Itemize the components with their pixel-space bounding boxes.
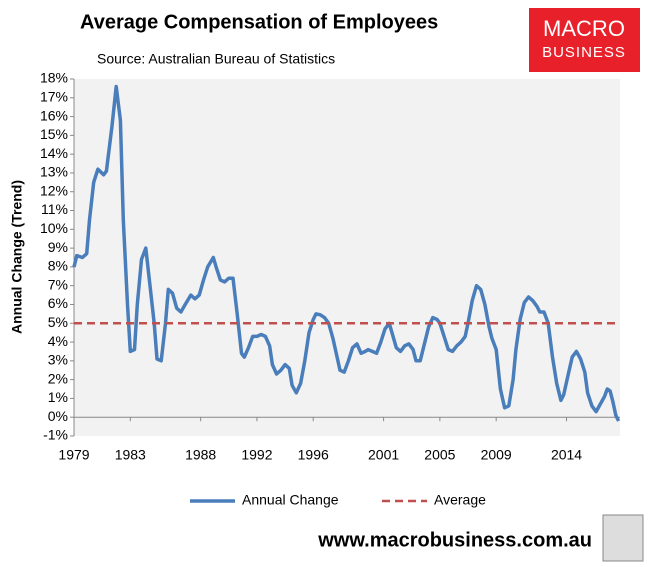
y-tick-label: 1% <box>48 389 68 405</box>
wolf-icon <box>602 514 644 562</box>
logo-box <box>529 8 640 72</box>
y-tick-label: 0% <box>48 408 68 424</box>
y-tick-label: 16% <box>40 107 68 123</box>
footer: www.macrobusiness.com.au <box>317 529 592 551</box>
x-tick-label: 2009 <box>481 447 512 463</box>
y-tick-label: 8% <box>48 258 68 274</box>
y-tick-label: 5% <box>48 314 68 330</box>
chart-subtitle: Source: Australian Bureau of Statistics <box>97 51 335 67</box>
logo-text: MACRO <box>543 16 625 41</box>
x-tick-label: 1988 <box>185 447 216 463</box>
x-tick-label: 1983 <box>115 447 146 463</box>
legend-label: Average <box>434 492 486 508</box>
logo-text: BUSINESS <box>542 44 626 61</box>
y-axis-label: Annual Change (Trend) <box>9 180 25 334</box>
y-tick-label: 4% <box>48 333 68 349</box>
x-tick-label: 1979 <box>58 447 89 463</box>
y-tick-label: 11% <box>41 201 68 217</box>
x-tick-label: 2005 <box>424 447 455 463</box>
y-tick-label: 18% <box>40 70 68 86</box>
data-line <box>72 84 621 422</box>
y-tick-label: 10% <box>40 220 68 236</box>
x-tick-label: 2014 <box>551 447 582 463</box>
x-tick-label: 1996 <box>298 447 329 463</box>
legend-label: Annual Change <box>242 492 339 508</box>
y-tick-label: 13% <box>40 164 68 180</box>
y-tick-label: 14% <box>40 145 68 161</box>
y-tick-label: 12% <box>40 182 68 198</box>
y-tick-label: 6% <box>48 295 68 311</box>
y-tick-label: 9% <box>48 239 68 255</box>
x-tick-label: 1992 <box>241 447 272 463</box>
y-tick-label: 2% <box>48 370 68 386</box>
chart-title: Average Compensation of Employees <box>80 11 438 33</box>
y-tick-label: 15% <box>40 126 68 142</box>
y-tick-label: -1% <box>43 427 68 443</box>
y-tick-label: 3% <box>48 352 68 368</box>
y-tick-label: 17% <box>40 88 68 104</box>
x-tick-label: 2001 <box>368 447 399 463</box>
plot-area <box>74 79 620 436</box>
logo: MACRO BUSINESS <box>529 8 640 72</box>
y-tick-label: 7% <box>48 276 68 292</box>
